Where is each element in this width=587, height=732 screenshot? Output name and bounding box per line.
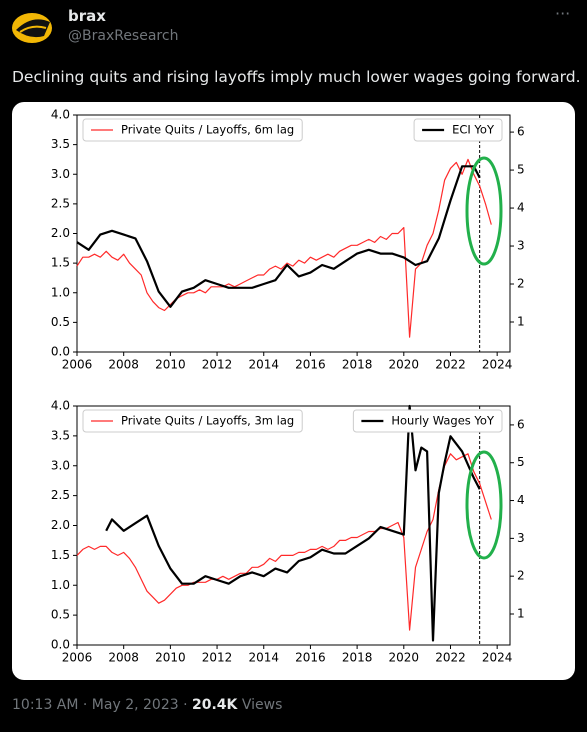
x-tick-label: 2024 <box>482 358 513 372</box>
views-count: 20.4K <box>192 697 238 713</box>
legend-label: Private Quits / Layoffs, 3m lag <box>121 414 294 428</box>
highlight-circle <box>465 156 503 266</box>
y-tick-label: 4.0 <box>51 108 70 122</box>
y-tick-label: 1.5 <box>51 256 70 270</box>
y2-tick-label: 3 <box>517 239 525 253</box>
author-handle[interactable]: @BraxResearch <box>68 28 179 44</box>
y2-tick-label: 1 <box>517 314 525 328</box>
timestamp[interactable]: 10:13 AM · May 2, 2023 <box>12 697 179 713</box>
y-tick-label: 1.0 <box>51 285 70 299</box>
x-tick-label: 2014 <box>248 358 279 372</box>
x-tick-label: 2012 <box>202 358 233 372</box>
series-line <box>76 165 481 308</box>
y2-tick-label: 2 <box>517 569 525 583</box>
legend-box <box>82 409 303 433</box>
series-line <box>76 453 492 631</box>
x-tick-label: 2006 <box>62 651 93 665</box>
y-tick-label: 1.5 <box>51 548 70 562</box>
highlight-circle <box>465 450 503 560</box>
y-tick-label: 2.0 <box>51 226 70 240</box>
x-tick-label: 2020 <box>389 651 420 665</box>
legend: Private Quits / Layoffs, 3m lag <box>82 409 303 433</box>
y-tick-label: 3.5 <box>51 428 70 442</box>
y2-tick-label: 6 <box>517 417 525 431</box>
y2-tick-label: 5 <box>517 455 525 469</box>
separator: · <box>183 697 188 713</box>
y-tick-label: 0.5 <box>51 315 70 329</box>
plot-area <box>76 405 511 646</box>
legend: Private Quits / Layoffs, 6m lag <box>82 118 303 142</box>
y2-tick-label: 4 <box>517 493 525 507</box>
x-tick-label: 2016 <box>295 651 326 665</box>
x-tick-label: 2008 <box>108 651 139 665</box>
x-tick-label: 2012 <box>202 651 233 665</box>
x-tick-label: 2008 <box>108 358 139 372</box>
y-tick-label: 1.0 <box>51 578 70 592</box>
x-tick-label: 2006 <box>62 358 93 372</box>
x-tick-label: 2020 <box>389 358 420 372</box>
y2-tick-label: 4 <box>517 201 525 215</box>
y2-tick-label: 6 <box>517 125 525 139</box>
author-name[interactable]: brax <box>68 7 106 25</box>
views-label: Views <box>241 697 283 713</box>
y-tick-label: 3.0 <box>51 458 70 472</box>
legend-box <box>352 409 503 433</box>
legend-label: ECI YoY <box>452 123 495 137</box>
x-tick-label: 2016 <box>295 358 326 372</box>
legend: Hourly Wages YoY <box>352 409 503 433</box>
legend-box <box>413 118 503 142</box>
plot-area <box>76 114 511 353</box>
x-tick-label: 2018 <box>342 358 373 372</box>
y-tick-label: 2.5 <box>51 196 70 210</box>
x-tick-label: 2022 <box>435 358 466 372</box>
y-tick-label: 3.0 <box>51 167 70 181</box>
y2-tick-label: 2 <box>517 277 525 291</box>
series-line <box>76 158 492 338</box>
more-menu[interactable]: ··· <box>555 4 571 23</box>
y2-tick-label: 1 <box>517 606 525 620</box>
series-line <box>105 404 481 642</box>
y2-tick-label: 5 <box>517 163 525 177</box>
x-tick-label: 2010 <box>155 358 186 372</box>
x-tick-label: 2014 <box>248 651 279 665</box>
y-tick-label: 2.0 <box>51 518 70 532</box>
y-tick-label: 2.5 <box>51 488 70 502</box>
legend-label: Hourly Wages YoY <box>391 414 495 428</box>
y-tick-label: 0.0 <box>51 345 70 359</box>
avatar[interactable] <box>10 10 54 46</box>
y-tick-label: 0.0 <box>51 638 70 652</box>
x-tick-label: 2022 <box>435 651 466 665</box>
legend: ECI YoY <box>413 118 503 142</box>
x-tick-label: 2010 <box>155 651 186 665</box>
x-tick-label: 2024 <box>482 651 513 665</box>
footer: 10:13 AM · May 2, 2023 · 20.4K Views <box>12 697 282 713</box>
legend-box <box>82 118 303 142</box>
legend-label: Private Quits / Layoffs, 6m lag <box>121 123 294 137</box>
y-tick-label: 4.0 <box>51 399 70 413</box>
y-tick-label: 3.5 <box>51 137 70 151</box>
y2-tick-label: 3 <box>517 531 525 545</box>
y-tick-label: 0.5 <box>51 608 70 622</box>
x-tick-label: 2018 <box>342 651 373 665</box>
tweet-text: Declining quits and rising layoffs imply… <box>12 68 581 86</box>
